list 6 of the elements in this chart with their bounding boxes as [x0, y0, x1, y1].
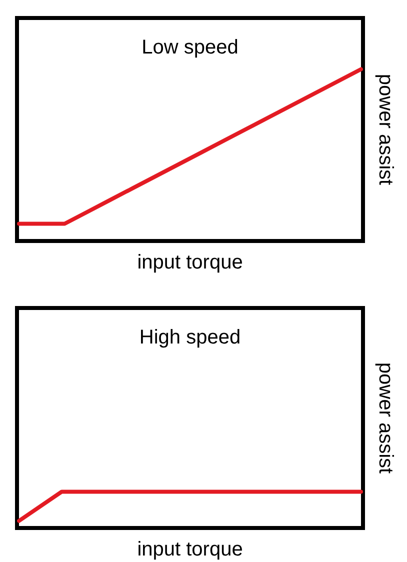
- x-axis-title: input torque: [137, 252, 243, 274]
- x-axis-title: input torque: [137, 538, 243, 561]
- chart-title: High speed: [139, 326, 241, 349]
- y-axis-title: power assist: [374, 362, 396, 474]
- y-axis-title: power assist: [374, 74, 396, 186]
- chart-title: Low speed: [142, 36, 238, 59]
